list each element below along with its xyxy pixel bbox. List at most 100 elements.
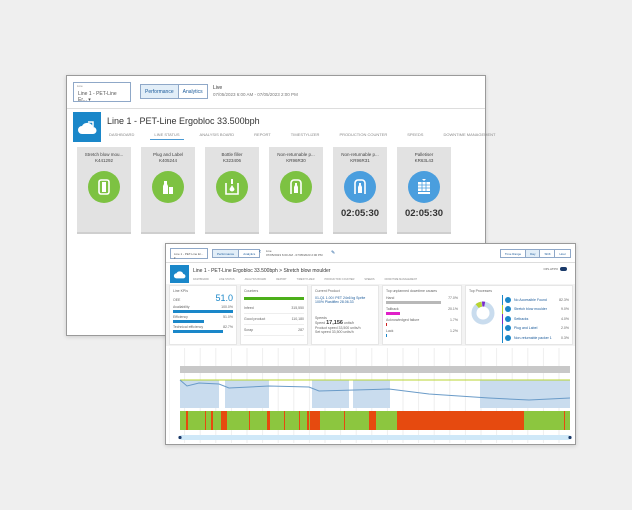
set-speed: Set speed 33,500 units/h — [315, 330, 354, 334]
machine-detail-screenshot: Line 1 - PET-Line Er... ▾ Performance An… — [165, 243, 576, 445]
machine-id: KR96R31 — [350, 158, 370, 163]
panel-title: Current Product — [315, 289, 340, 293]
range-button-time-range[interactable]: Time Range — [504, 251, 522, 256]
process-value: 0.3% — [561, 335, 569, 340]
speed-label: Speed — [315, 321, 326, 325]
speed-band — [312, 380, 349, 408]
machine-card[interactable]: Non-returnable p... KR96R31 02:05:30 — [333, 147, 387, 234]
nav-tab[interactable]: REPORT — [276, 278, 287, 281]
nav-tab[interactable]: SPEEDS — [407, 132, 424, 137]
machine-timer: 02:05:30 — [404, 208, 444, 219]
machine-id: KR63L43 — [414, 158, 434, 163]
period[interactable]: Live 07/05/2023 6:00 AM - 07/05/2023 2:0… — [213, 85, 298, 97]
kpi-label: Availability — [173, 305, 190, 309]
process-label: Stretch blow moulder — [514, 307, 547, 312]
nav-tab[interactable]: REPORT — [254, 132, 271, 137]
speed-band — [353, 380, 390, 408]
tab-analytics[interactable]: Analytics — [177, 85, 207, 98]
chevron-left-icon[interactable]: ‹ — [259, 249, 261, 255]
top-processes-panel: Top Processes No Accessible Found 82.3% St… — [465, 285, 573, 345]
oee-value: 51.0 — [215, 293, 233, 303]
filler-icon — [216, 171, 248, 203]
panel-title: Line KPIs — [173, 289, 188, 293]
stopped-state — [307, 411, 309, 430]
process-icon — [505, 296, 511, 303]
period[interactable]: Live 07/05/2023 6:00 AM - 07/05/2023 2:0… — [266, 249, 323, 257]
nav-tab[interactable]: ANALYSIS BOARD — [199, 132, 235, 137]
nav-tab[interactable]: PRODUCTION COUNTER — [324, 278, 355, 281]
downtime-label: Hand — [386, 296, 395, 300]
speed-line — [179, 379, 571, 401]
nav-tab[interactable]: DOWNTIME MANAGEMENT — [443, 132, 496, 137]
scroll-handle-left[interactable] — [178, 435, 182, 440]
range-buttons: Time Range Day Shift Hour — [499, 249, 571, 258]
machine-card[interactable]: Bottle filler K323406 — [205, 147, 259, 234]
edit-icon[interactable]: ✎ — [331, 250, 336, 256]
kpi-item: Efficiency 51.0% — [173, 315, 233, 319]
tab-performance[interactable]: Performance — [213, 250, 239, 257]
stopped-state — [299, 411, 300, 430]
nav-tab[interactable]: PRODUCTION COUNTER — [339, 132, 388, 137]
view-toggle: Performance Analytics — [212, 249, 261, 258]
nav-tab[interactable]: DOWNTIME MANAGEMENT — [384, 278, 418, 281]
toggle[interactable]: OPL ATPO — [543, 267, 567, 271]
downtime-row: Lack 1.2% — [386, 329, 458, 333]
kpi-item: Availability 100.0% — [173, 305, 233, 309]
downtime-bar — [386, 312, 401, 315]
nav-tab[interactable]: TIMESTYLIZER — [296, 278, 315, 281]
nav-tab[interactable]: DASHBOARD — [193, 278, 209, 281]
speeds-title: Speeds — [315, 316, 327, 320]
downtime-bar — [386, 323, 388, 326]
range-button-day[interactable]: Day — [525, 250, 540, 257]
nav-tab[interactable]: TIMESTYLIZER — [290, 132, 320, 137]
stopped-state — [221, 411, 227, 430]
product-name[interactable]: 01-Q1 1.00 l PET 24x6 kg Sprite 100% Pla… — [315, 296, 366, 304]
process-icon — [505, 306, 511, 313]
processes-donut — [471, 301, 495, 325]
process-value: 82.3% — [559, 297, 569, 302]
machine-card[interactable]: Plug and Label K405244 — [141, 147, 195, 234]
line-select[interactable]: Line 1 - PET-Line Er... ▾ — [170, 248, 208, 260]
main-nav: DASHBOARD LINE STATUS ANALYSIS BOARD REPORT… — [193, 278, 417, 281]
process-icon — [505, 325, 511, 332]
line-select-value: Line 1 - PET-Line Er... — [174, 252, 204, 256]
stopped-state — [369, 411, 376, 430]
process-label: Plug and Label — [514, 326, 538, 331]
tab-performance[interactable]: Performance — [141, 85, 178, 98]
range-button-shift[interactable]: Shift — [539, 250, 554, 257]
downtime-bar — [386, 334, 388, 337]
downtime-label: Lack — [386, 329, 394, 333]
machine-card[interactable]: Stretch blow mou... K441292 — [77, 147, 131, 234]
machine-id: K405244 — [158, 158, 178, 163]
toggle-label: OPL ATPO — [543, 267, 558, 271]
scroll-handle-right[interactable] — [568, 435, 572, 440]
downtime-row: Tailback 20.1% — [386, 307, 458, 311]
machine-card[interactable]: Non-returnable p... KR96R30 — [269, 147, 323, 234]
nav-tab[interactable]: ANALYSIS BOARD — [244, 278, 267, 281]
process-row[interactable]: Stretch blow moulder 9.0% — [502, 304, 569, 314]
line-status-screenshot: Line Line 1 - PET-Line Er... ▾ Performanc… — [66, 75, 495, 336]
downtime-label: Acknowledged failure — [386, 318, 420, 322]
bottle-pack-icon — [280, 171, 312, 203]
process-label: Non-returnable packer 1 — [514, 335, 552, 340]
downtime-label: Tailback — [386, 307, 399, 311]
timeline-scrollbar[interactable] — [180, 435, 570, 440]
nav-tab[interactable]: LINE STATUS — [218, 278, 235, 281]
process-row[interactable]: Non-returnable packer 1 0.3% — [502, 333, 569, 343]
process-row[interactable]: Setbacks 4.0% — [502, 314, 569, 324]
machine-id: KR96R30 — [286, 158, 306, 163]
range-button-hour[interactable]: Hour — [554, 250, 570, 257]
kpi-bar — [173, 310, 233, 313]
period-title: Live — [213, 85, 223, 91]
tab-analytics[interactable]: Analytics — [238, 250, 259, 257]
counter-value: 315,550 — [291, 306, 304, 310]
line-select[interactable]: Line Line 1 - PET-Line Er... ▾ — [73, 82, 131, 103]
machine-card[interactable]: Palletiser KR63L43 02:05:30 — [397, 147, 451, 234]
nav-tab[interactable]: LINE STATUS — [150, 132, 184, 140]
kpi-value: 51.0% — [223, 315, 233, 319]
stopped-state — [205, 411, 206, 430]
process-row[interactable]: Plug and Label 2.0% — [502, 323, 569, 333]
nav-tab[interactable]: DASHBOARD — [109, 132, 135, 137]
process-row[interactable]: No Accessible Found 82.3% — [502, 295, 569, 305]
nav-tab[interactable]: SPEEDS — [364, 278, 375, 281]
